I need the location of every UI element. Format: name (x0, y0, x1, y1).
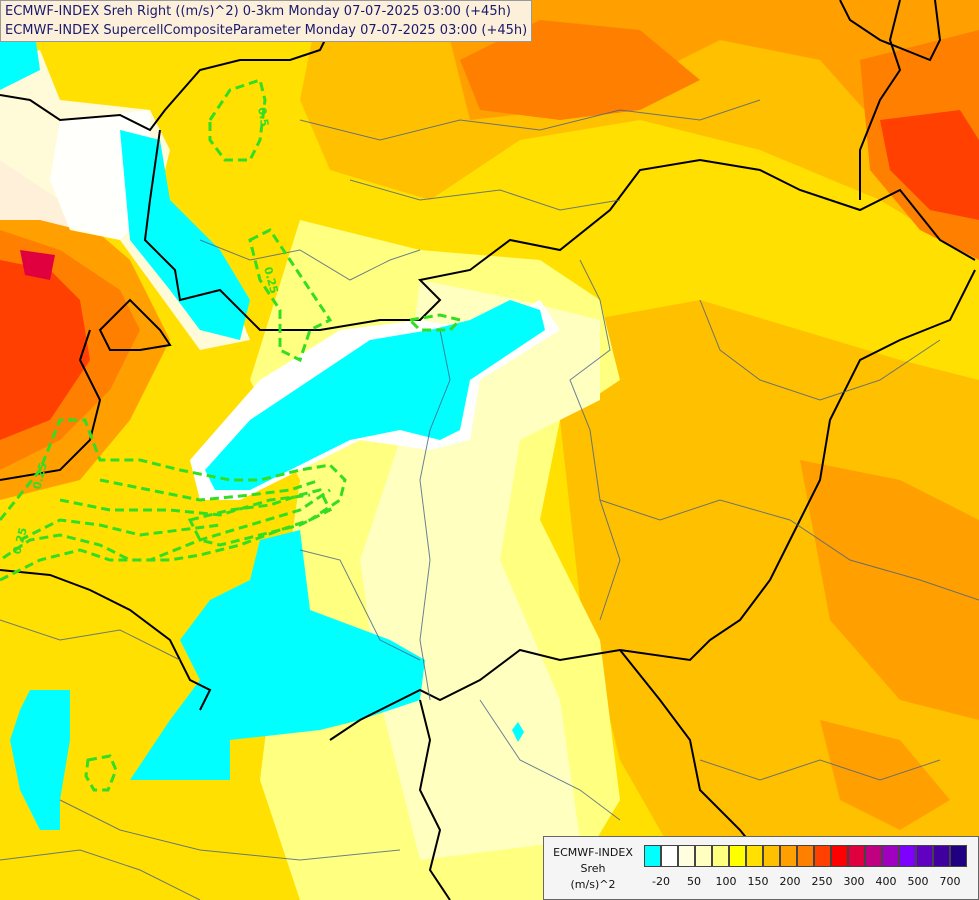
cyan-central-band (205, 300, 545, 490)
legend-swatch (661, 845, 678, 867)
legend-tick-label: 50 (687, 875, 701, 888)
legend-source: ECMWF-INDEX (553, 846, 633, 859)
legend-unit: (m/s)^2 (570, 878, 616, 891)
cyan-southwest (130, 530, 425, 780)
color-legend: ECMWF-INDEX Sreh (m/s)^2 -20 50 100 150 200 2… (543, 836, 979, 900)
crimson-west (20, 250, 55, 280)
legend-tick-label: 400 (875, 875, 897, 888)
legend-swatch (933, 845, 950, 867)
legend-tick-label: 100 (715, 875, 737, 888)
legend-swatch (814, 845, 831, 867)
deep-orange-southeast (820, 720, 950, 830)
red-orange-north (460, 20, 700, 120)
cyan-dot (512, 722, 524, 742)
legend-swatch (831, 845, 848, 867)
legend-swatch (763, 845, 780, 867)
svg-text:0.5: 0.5 (255, 106, 271, 127)
map-title: ECMWF-INDEX Sreh Right ((m/s)^2) 0-3km M… (0, 0, 533, 42)
legend-swatch (746, 845, 763, 867)
legend-tick-label: 300 (843, 875, 865, 888)
red-west (0, 260, 90, 440)
legend-swatch (899, 845, 916, 867)
title-line-2: ECMWF-INDEX SupercellCompositeParameter … (5, 23, 528, 38)
legend-tick-label: 700 (939, 875, 961, 888)
legend-swatch (644, 845, 661, 867)
legend-swatch (695, 845, 712, 867)
scp-contours (0, 78, 463, 792)
legend-tick-label: 250 (811, 875, 833, 888)
legend-swatch (712, 845, 729, 867)
red-northeast (880, 110, 979, 220)
legend-swatch (916, 845, 933, 867)
legend-swatch (678, 845, 695, 867)
legend-swatch (865, 845, 882, 867)
deep-orange-east (800, 460, 979, 720)
legend-tick-label: 150 (747, 875, 769, 888)
cyan-far-southwest (10, 690, 70, 830)
legend-tick-label: 200 (779, 875, 801, 888)
legend-swatch (729, 845, 746, 867)
legend-swatch (950, 845, 967, 867)
region-lines (0, 99, 979, 900)
title-line-1: ECMWF-INDEX Sreh Right ((m/s)^2) 0-3km M… (5, 4, 511, 19)
legend-swatch (780, 845, 797, 867)
legend-variable: Sreh (580, 862, 606, 875)
legend-tick-label: 500 (907, 875, 929, 888)
legend-swatch (848, 845, 865, 867)
legend-tick-label: -20 (652, 875, 670, 888)
legend-swatch (882, 845, 899, 867)
legend-swatch (797, 845, 814, 867)
